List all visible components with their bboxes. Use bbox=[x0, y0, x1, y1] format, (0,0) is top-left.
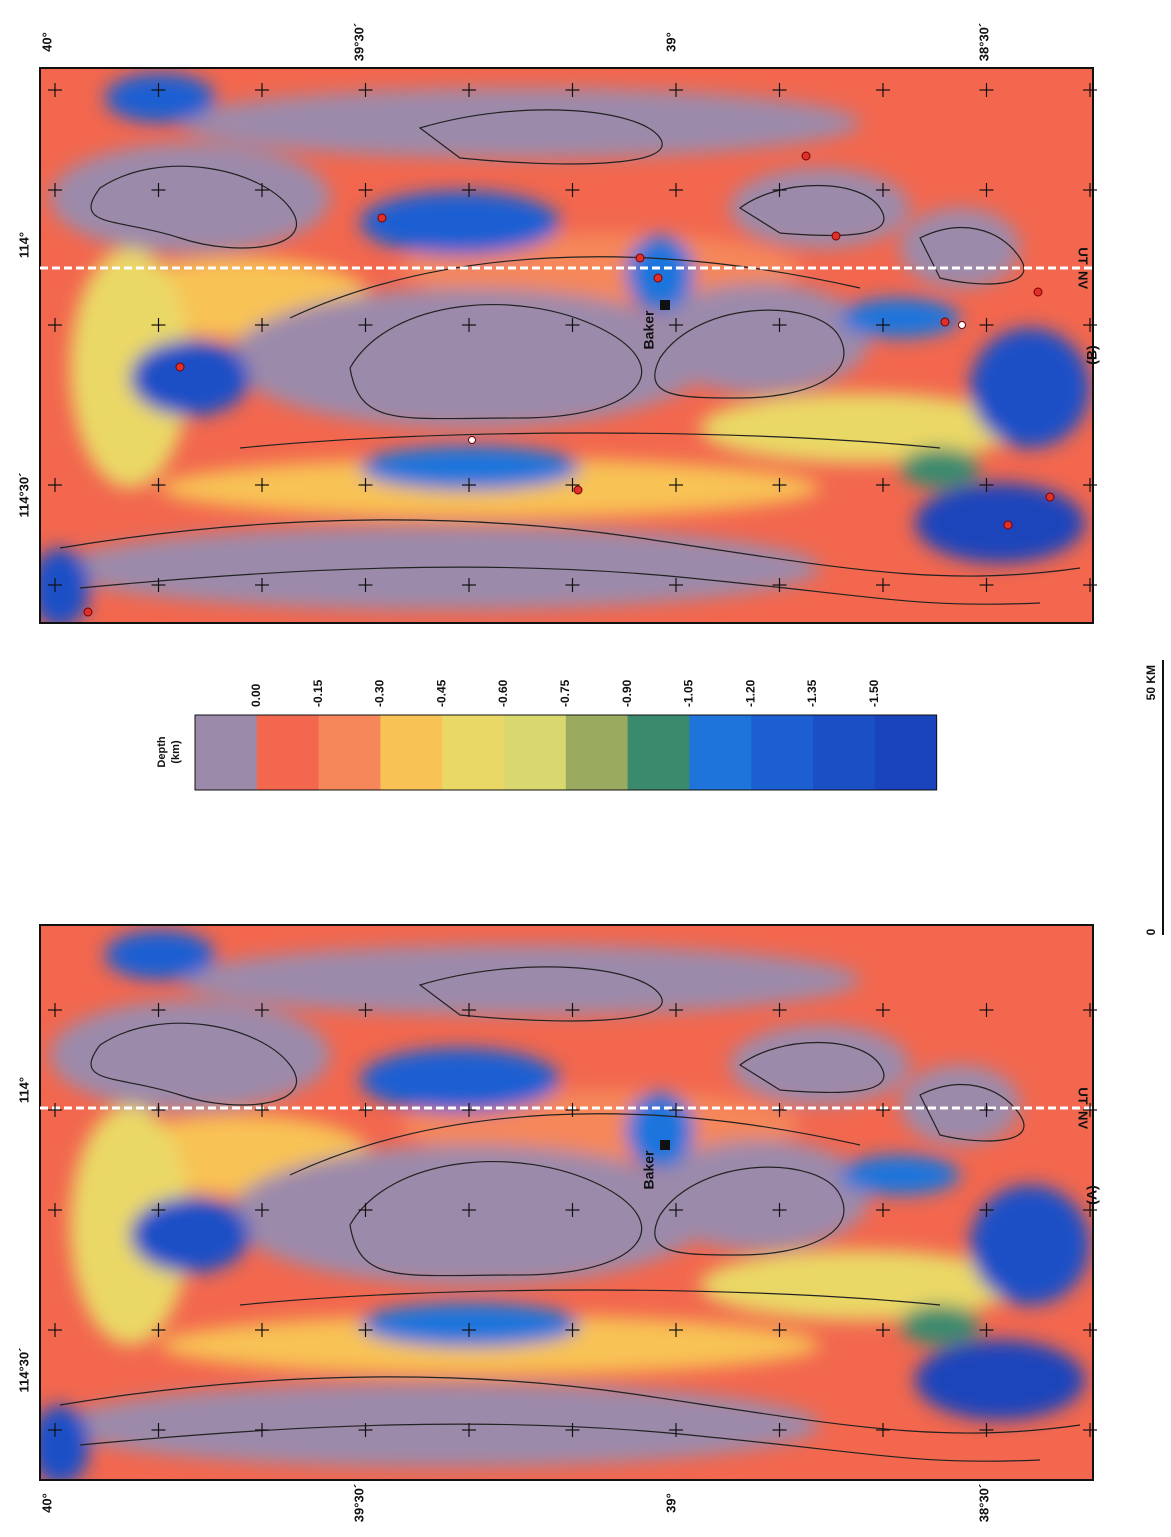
lon-label: 114°30´ bbox=[16, 1348, 31, 1393]
colorbar-title: Depth bbox=[156, 736, 168, 767]
lat-label: 39°30´ bbox=[351, 1484, 366, 1522]
colorbar-tick-label: 0.00 bbox=[249, 683, 263, 707]
colorbar-swatch bbox=[813, 715, 875, 790]
colorbar-tick-label: -0.30 bbox=[373, 679, 387, 707]
colorbar-tick-label: -0.45 bbox=[434, 679, 448, 707]
lat-label: 38°30´ bbox=[976, 23, 991, 61]
colorbar-title: (km) bbox=[170, 740, 182, 764]
colorbar-tick-label: -0.60 bbox=[496, 679, 510, 707]
lat-label: 39°30´ bbox=[351, 23, 366, 61]
scale-label: 0 bbox=[1144, 928, 1158, 935]
lat-label: 39° bbox=[663, 1493, 678, 1513]
colorbar-tick-label: -0.75 bbox=[558, 679, 572, 707]
colorbar-swatch bbox=[628, 715, 690, 790]
map-panel-b bbox=[30, 68, 1093, 628]
map-panel-a bbox=[30, 925, 1093, 1485]
colorbar-swatch bbox=[195, 715, 257, 790]
town-label: Baker bbox=[641, 1150, 657, 1189]
lat-label: 39° bbox=[663, 32, 678, 52]
lon-label: 114° bbox=[16, 232, 31, 258]
colorbar-swatch bbox=[504, 715, 566, 790]
scale-label: 50 KM bbox=[1144, 665, 1158, 700]
town-label: Baker bbox=[641, 310, 657, 349]
lon-label: 114° bbox=[16, 1077, 31, 1103]
colorbar-swatch bbox=[566, 715, 628, 790]
lon-label: 114°30´ bbox=[16, 473, 31, 518]
colorbar-tick-label: -0.90 bbox=[620, 679, 634, 707]
colorbar-tick-label: -1.35 bbox=[805, 679, 819, 707]
panel-label: (B) bbox=[1084, 345, 1100, 364]
figure: 40° 39°30´ 39° 38°30´ 114°30´ 114° Baker NV UT (A… bbox=[0, 0, 1171, 1532]
colorbar-swatch bbox=[689, 715, 751, 790]
lat-label: 40° bbox=[39, 1493, 54, 1513]
town-marker bbox=[660, 300, 670, 310]
state-label: NV bbox=[1076, 1111, 1091, 1129]
state-label: UT bbox=[1076, 1087, 1091, 1104]
colorbar-swatch bbox=[380, 715, 442, 790]
colorbar-swatch bbox=[319, 715, 381, 790]
lat-label: 38°30´ bbox=[976, 1484, 991, 1522]
state-label: NV bbox=[1076, 271, 1091, 289]
colorbar-tick-label: -1.20 bbox=[743, 679, 757, 707]
colorbar-swatch bbox=[875, 715, 937, 790]
state-label: UT bbox=[1076, 247, 1091, 264]
colorbar-tick-label: -1.50 bbox=[867, 679, 881, 707]
colorbar-swatch bbox=[751, 715, 813, 790]
colorbar-tick-label: -1.05 bbox=[682, 679, 696, 707]
town-marker bbox=[660, 1140, 670, 1150]
colorbar-tick-label: -0.15 bbox=[311, 679, 325, 707]
panel-label: (A) bbox=[1084, 1185, 1100, 1204]
lat-label: 40° bbox=[39, 32, 54, 52]
colorbar-swatch bbox=[257, 715, 319, 790]
colorbar-swatch bbox=[442, 715, 504, 790]
